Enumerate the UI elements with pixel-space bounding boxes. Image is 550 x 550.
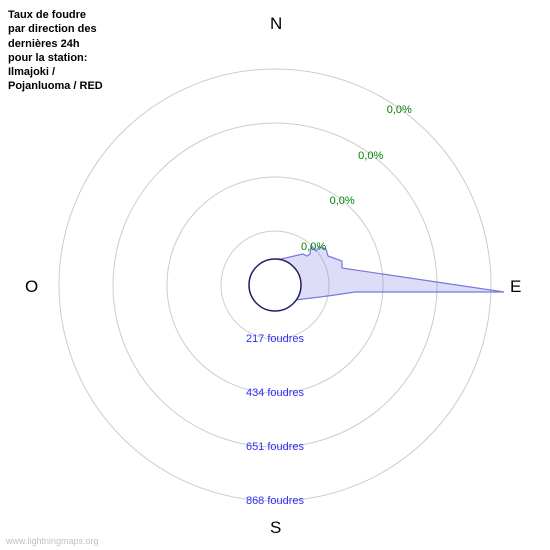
compass-w: O (25, 277, 38, 297)
count-label-2: 651 foudres (246, 441, 304, 453)
compass-e: E (510, 277, 521, 297)
percent-label-0: 0,0% (301, 241, 326, 253)
compass-n: N (270, 14, 282, 34)
percent-label-1: 0,0% (330, 195, 355, 207)
percent-label-2: 0,0% (358, 150, 383, 162)
compass-s: S (270, 518, 281, 538)
count-label-0: 217 foudres (246, 333, 304, 345)
count-label-1: 434 foudres (246, 387, 304, 399)
percent-label-3: 0,0% (387, 104, 412, 116)
footer-link: www.lightningmaps.org (6, 536, 99, 546)
count-label-3: 868 foudres (246, 495, 304, 507)
chart-title: Taux de foudre par direction des dernièr… (8, 8, 103, 94)
